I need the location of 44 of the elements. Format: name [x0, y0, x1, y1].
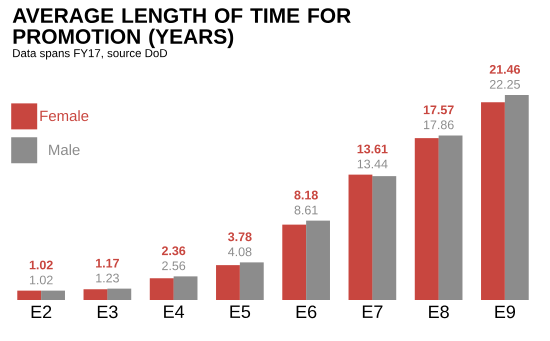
bar — [150, 278, 174, 300]
x-tick-label: E5 — [230, 306, 250, 318]
chart-subtitle: Data spans FY17, source DoD — [13, 49, 168, 60]
bar — [438, 135, 462, 300]
data-label: 1.17 — [96, 258, 119, 268]
data-label: 22.25 — [490, 80, 520, 89]
data-label: 13.61 — [358, 144, 388, 154]
data-label: 4.08 — [228, 247, 252, 256]
bar — [282, 224, 306, 300]
data-label: 1.02 — [30, 276, 53, 284]
data-label: 17.57 — [424, 106, 454, 114]
x-tick-label: E7 — [362, 306, 382, 318]
data-label: 13.44 — [358, 160, 388, 168]
x-tick-label: E8 — [429, 306, 449, 318]
data-label: 8.18 — [294, 190, 318, 200]
x-tick-label: E2 — [32, 306, 52, 318]
data-label: 21.46 — [490, 64, 520, 74]
bar — [107, 288, 132, 300]
legend-label: Female — [40, 110, 88, 122]
data-label: 1.02 — [30, 260, 53, 270]
data-label: 1.23 — [96, 274, 119, 282]
x-tick-label: E9 — [495, 306, 515, 318]
x-tick-label: E3 — [98, 306, 118, 318]
bar — [306, 220, 330, 300]
bar — [372, 176, 396, 300]
bar — [240, 262, 264, 300]
bar — [216, 265, 240, 300]
legend-label: Male — [49, 144, 80, 156]
bar — [17, 290, 42, 300]
bar — [414, 138, 439, 300]
data-label: 8.61 — [294, 206, 318, 214]
chart-title: AVERAGE LENGTH OF TIME FOR PROMOTION (YEARS) — [12, 8, 351, 48]
data-label: 3.78 — [228, 232, 252, 242]
bar — [481, 102, 505, 300]
data-label: 2.36 — [162, 246, 186, 256]
bar — [504, 94, 529, 300]
bar — [84, 289, 108, 300]
x-tick-label: E6 — [296, 306, 316, 318]
bar — [174, 276, 198, 300]
x-tick-label: E4 — [164, 306, 184, 318]
bar — [41, 290, 65, 300]
data-label: 2.56 — [162, 261, 186, 270]
data-label: 17.86 — [424, 120, 454, 130]
bar — [348, 174, 372, 300]
